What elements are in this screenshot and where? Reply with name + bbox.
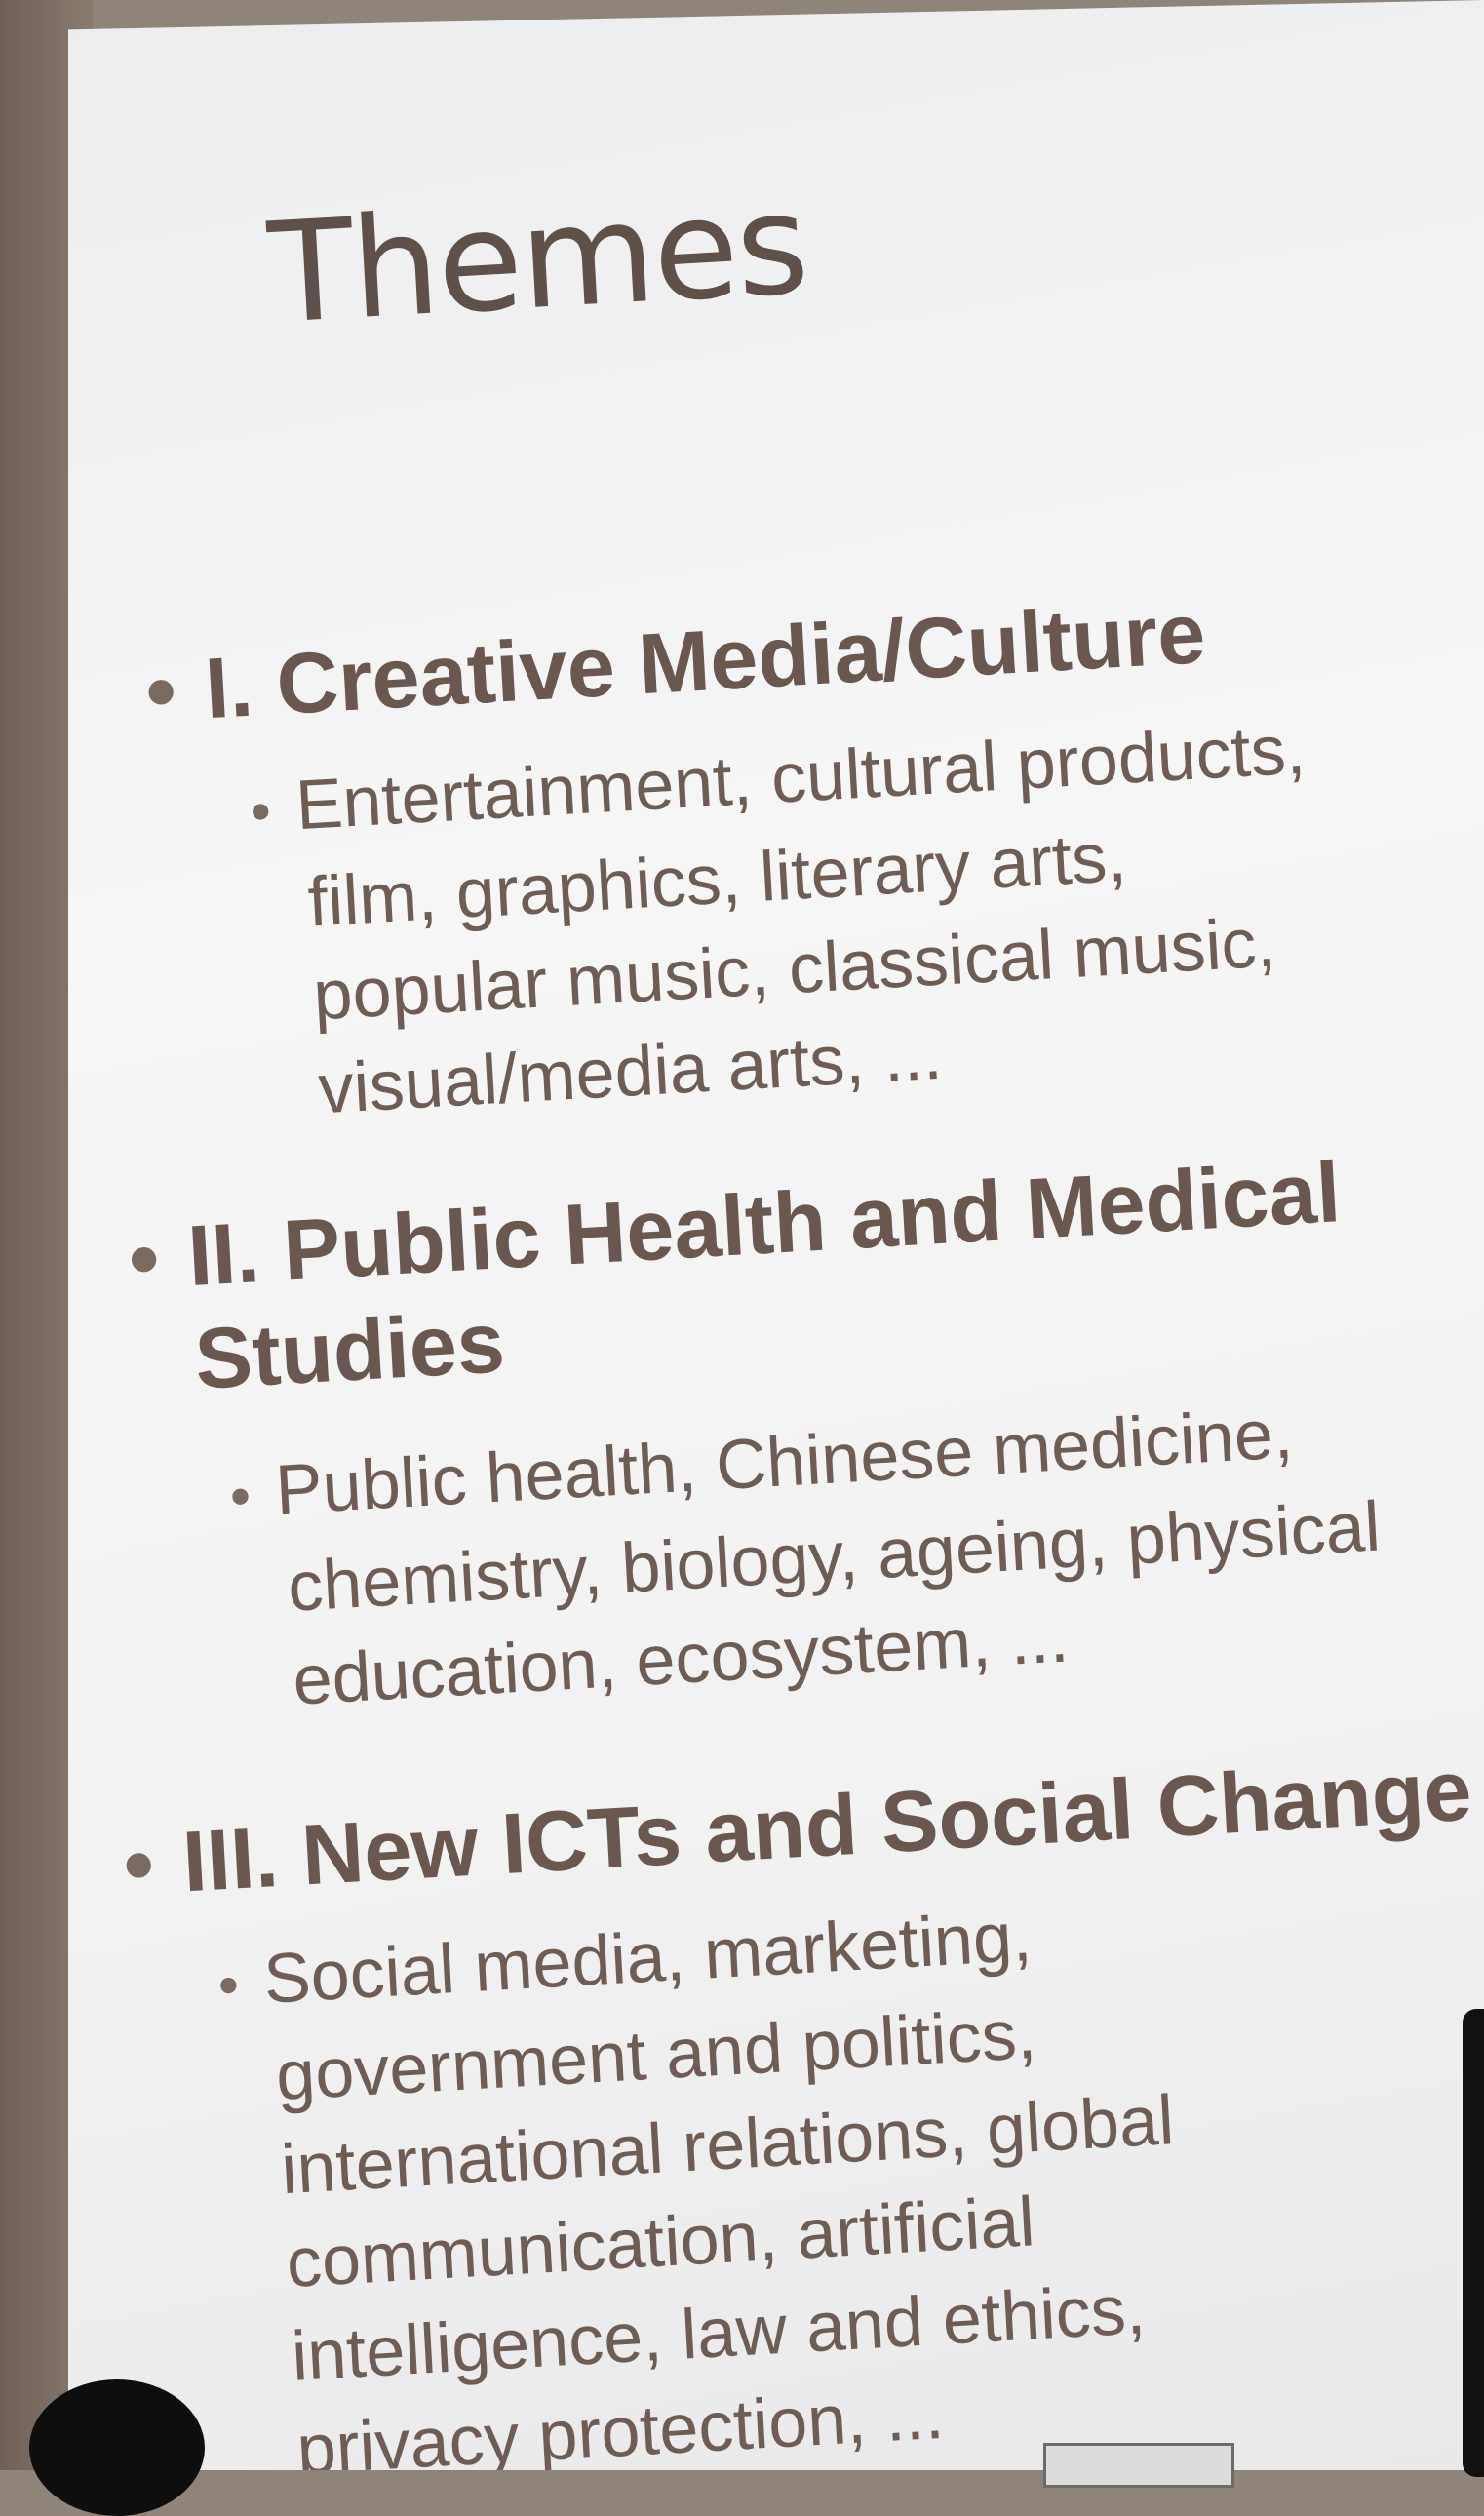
bullet-icon: •	[142, 642, 179, 740]
theme-3-heading-text: III. New ICTs and Social Change	[179, 1741, 1474, 1910]
theme-2-heading: • II. Public Health and Medical Studies	[126, 1140, 1348, 1414]
bullet-icon: •	[248, 777, 273, 845]
foreground-object	[1463, 2009, 1484, 2477]
bullet-icon: •	[216, 1951, 241, 2019]
foreground-box	[1043, 2443, 1234, 2488]
audience-head-silhouette	[29, 2379, 205, 2516]
projected-slide: Themes • I. Creative Media/Culture • Enter…	[68, 0, 1484, 2470]
bullet-icon: •	[121, 1815, 157, 1913]
theme-1-details: • Entertainment, cultural products, film,…	[248, 702, 1324, 1139]
theme-3-details: • Social media, marketing, government and…	[215, 1882, 1191, 2470]
bullet-icon: •	[228, 1463, 253, 1530]
slide-title: Themes	[264, 164, 811, 355]
bullet-icon: •	[126, 1208, 162, 1308]
theme-2-details: • Public health, Chinese medicine, chemis…	[227, 1383, 1387, 1731]
theme-3-heading: • III. New ICTs and Social Change	[121, 1739, 1474, 1917]
theme-1-heading-text: I. Creative Media/Culture	[202, 584, 1208, 737]
slide-content: Themes • I. Creative Media/Culture • Enter…	[68, 0, 1484, 2470]
